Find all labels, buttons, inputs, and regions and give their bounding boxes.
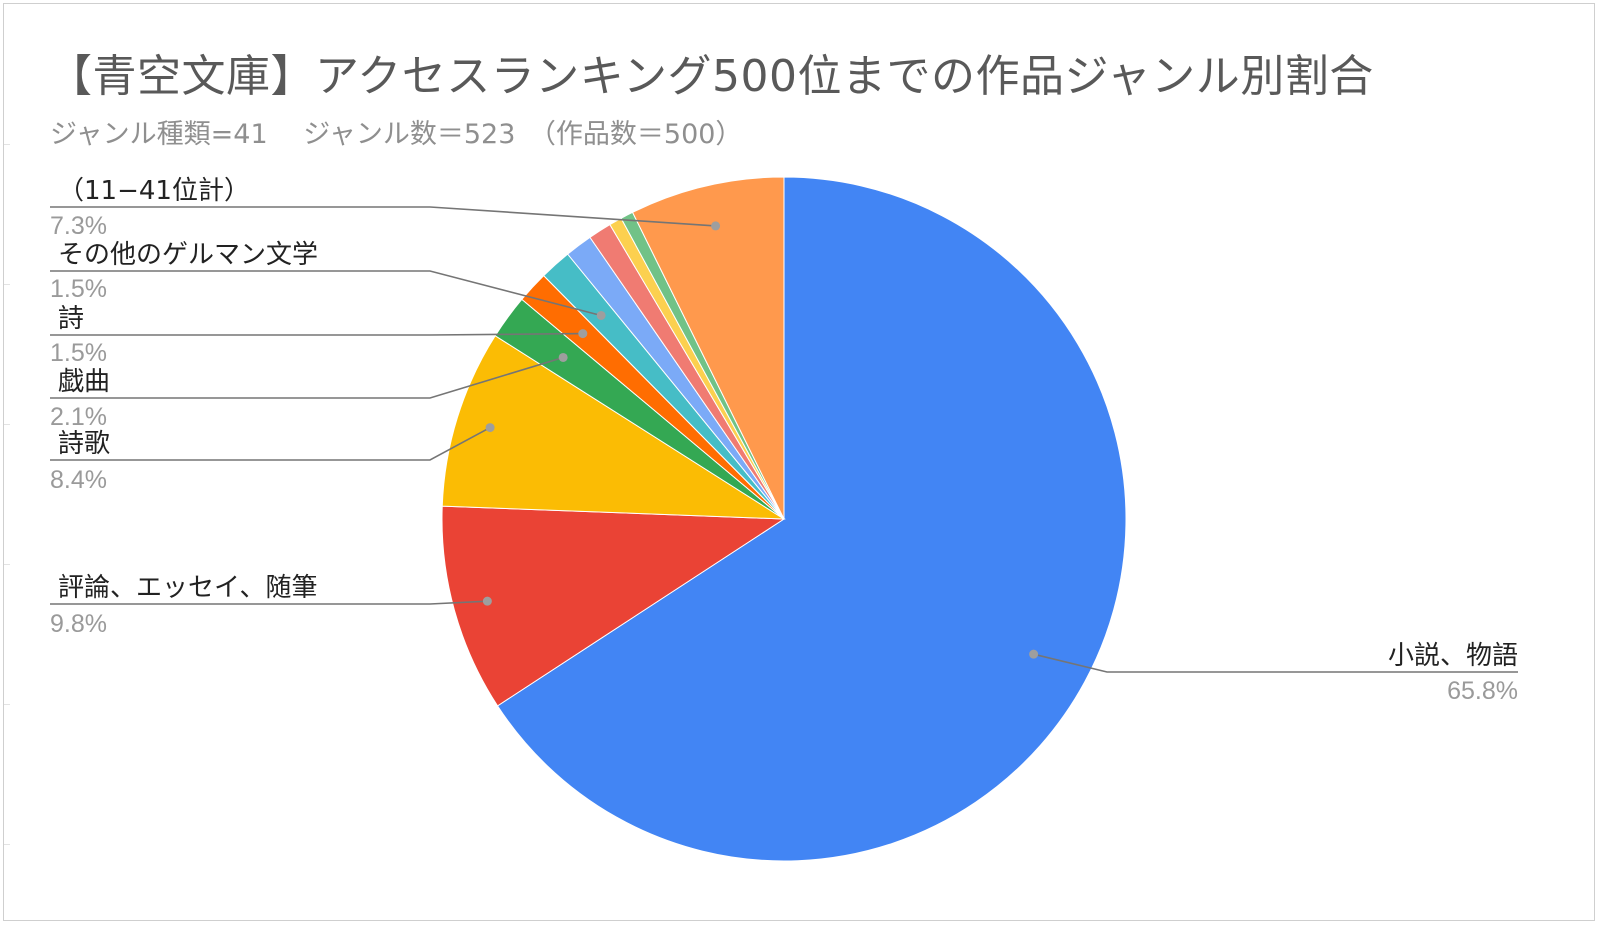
slice-percent-label: 8.4% xyxy=(50,466,107,494)
callout-line xyxy=(50,332,583,336)
chart-title: 【青空文庫】アクセスランキング500位までの作品ジャンル別割合 xyxy=(48,51,1374,102)
slice-percent-label: 2.1% xyxy=(50,403,107,431)
slice-percent-label: 9.8% xyxy=(50,610,107,638)
pie-slice-slice xyxy=(441,335,786,520)
callout-dot xyxy=(596,310,606,320)
callout-line xyxy=(50,270,602,317)
callout-dot xyxy=(482,596,492,606)
pie-slices xyxy=(441,176,1127,862)
callout-line xyxy=(50,426,491,461)
chart-subtitle: ジャンル種類=41 ジャンル数＝523 （作品数＝500） xyxy=(50,119,743,150)
gridline-tick xyxy=(4,844,10,845)
callout-line xyxy=(50,600,488,605)
slice-label: 小説、物語 xyxy=(1388,641,1518,671)
gridline-tick xyxy=(4,424,10,425)
callout-line xyxy=(50,356,564,399)
slice-label: 評論、エッセイ、随筆 xyxy=(58,573,317,603)
callout-line xyxy=(1033,653,1518,673)
pie-slice-11-41 xyxy=(631,176,785,520)
slice-percent-label: 1.5% xyxy=(50,275,107,303)
gridline-tick xyxy=(4,704,10,705)
pie-slice-slice xyxy=(496,176,1127,862)
callout-dot xyxy=(485,423,495,433)
slice-percent-label: 1.5% xyxy=(50,339,107,367)
slice-percent-label: 65.8% xyxy=(1447,677,1518,705)
slice-percent-label: 7.3% xyxy=(50,212,107,240)
callout-dot xyxy=(578,329,588,339)
callout-dot xyxy=(558,352,568,362)
slice-label: 詩 xyxy=(58,304,84,334)
pie-slice-slice xyxy=(441,505,786,707)
slice-label: （11−41位計） xyxy=(58,176,250,206)
gridline-tick xyxy=(4,284,10,285)
pie-callouts: 小説、物語65.8%評論、エッセイ、随筆9.8%詩歌8.4%戯曲2.1%詩1.5… xyxy=(50,176,1518,705)
slice-label: 詩歌 xyxy=(58,429,110,459)
callout-dot xyxy=(711,221,721,231)
slice-label: その他のゲルマン文学 xyxy=(58,240,318,270)
gridline-tick xyxy=(4,564,10,565)
gridline-tick xyxy=(4,144,10,145)
callout-line xyxy=(50,206,716,227)
slice-label: 戯曲 xyxy=(58,367,110,397)
callout-dot xyxy=(1029,649,1039,659)
